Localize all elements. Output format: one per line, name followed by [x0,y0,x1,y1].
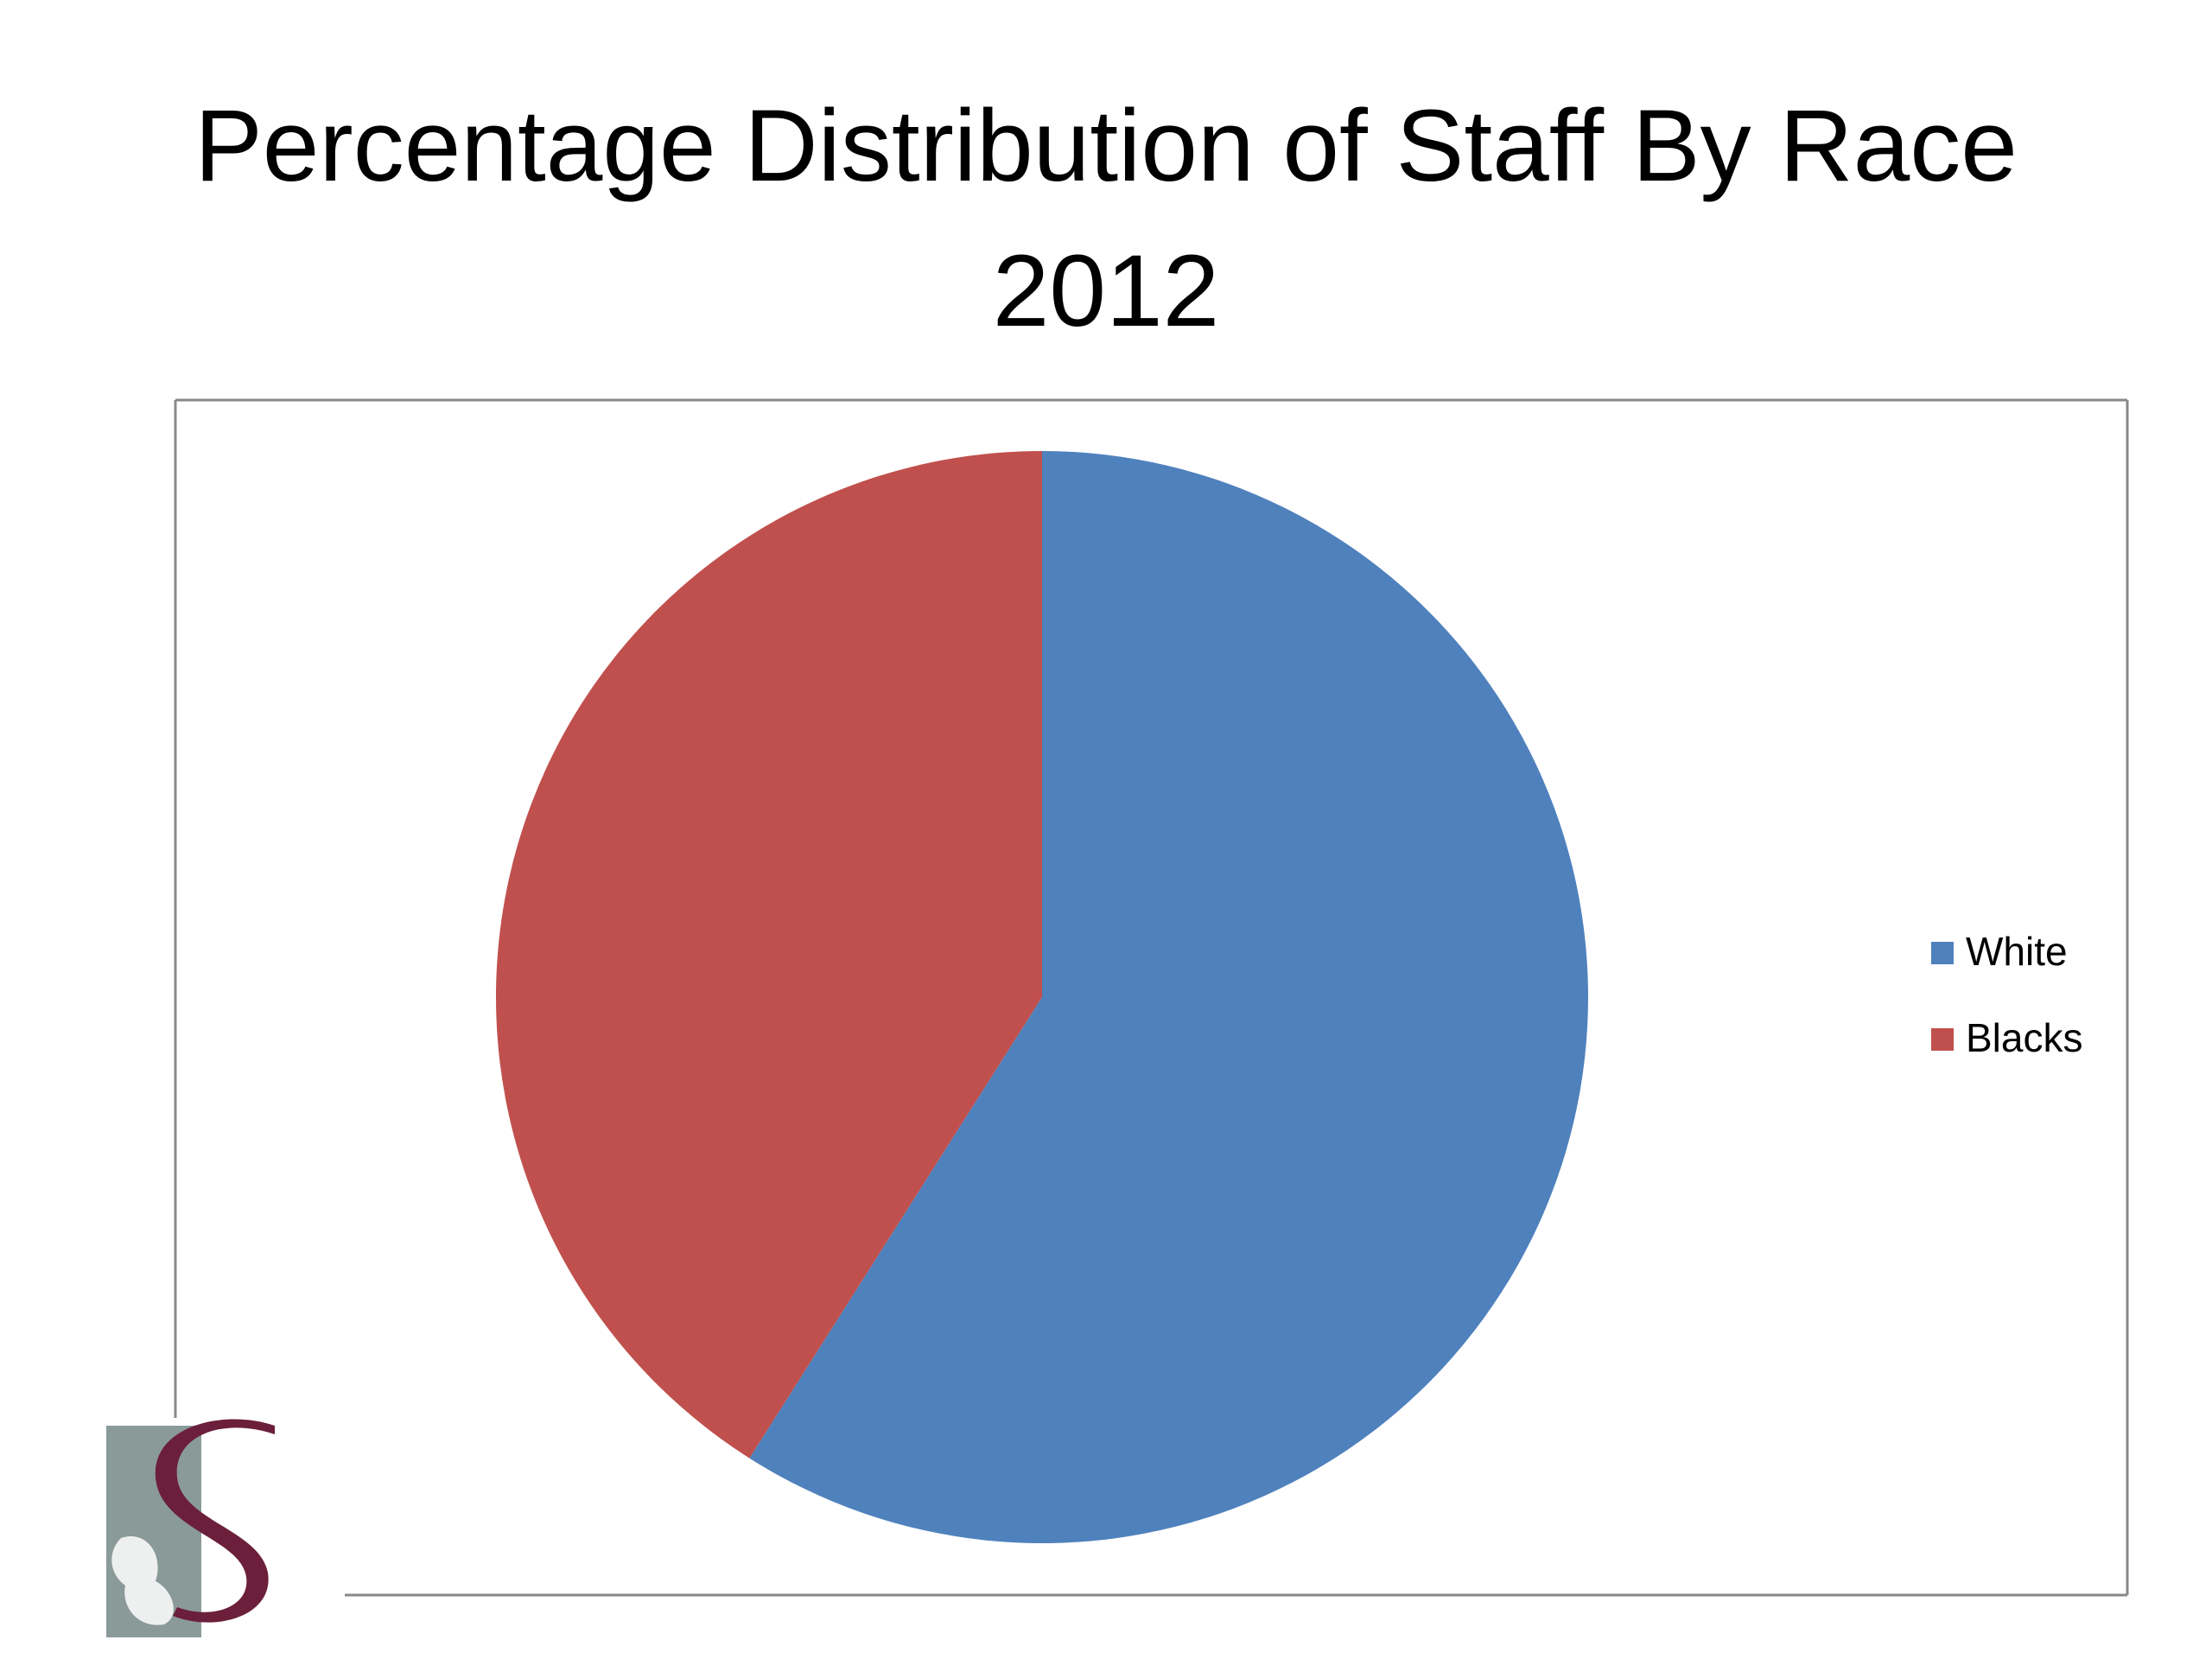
legend-label: White [1966,929,2068,974]
logo [106,1419,275,1637]
logo-leaf [111,1536,174,1625]
legend-label: Blacks [1966,1015,2082,1060]
chart-frame [174,398,2129,1597]
legend-swatch [1931,1028,1954,1051]
legend-swatch [1931,942,1954,964]
chart-title: Percentage Distribution of Staff By Race… [194,89,2018,348]
pie-slice [749,451,1589,1543]
pie-slice [496,451,1042,1459]
